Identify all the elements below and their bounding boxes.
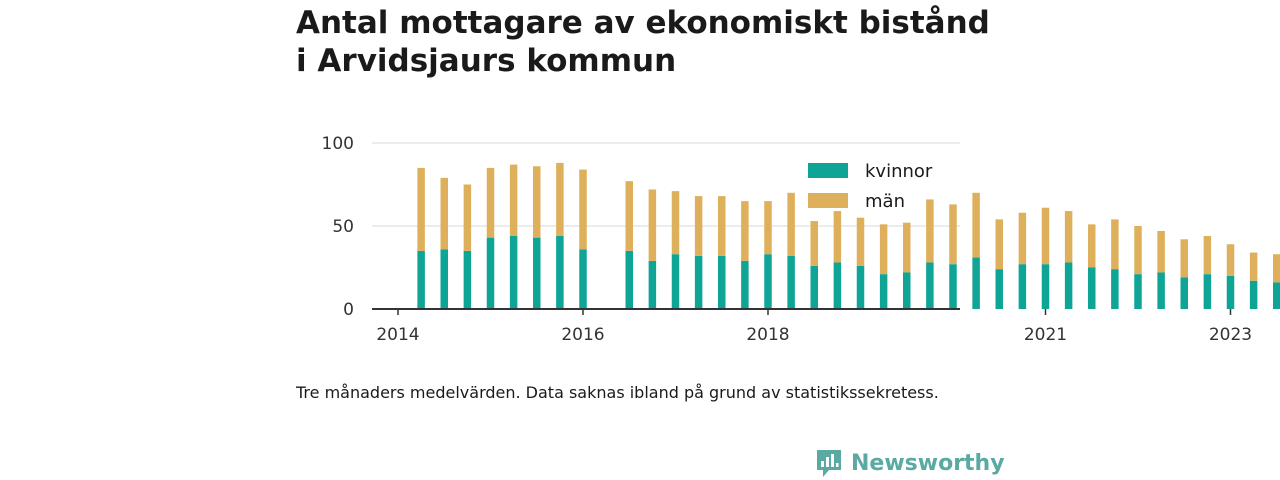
bar-kvinnor [949,264,957,309]
bar-kvinnor [718,255,726,309]
legend-swatch-kvinnor [808,163,848,178]
bar-man [833,211,842,263]
bar-kvinnor [1180,277,1188,309]
bar-kvinnor [440,249,448,309]
chart-title-line-2: i Arvidsjaurs kommun [296,43,677,79]
bar-man [417,167,425,251]
bar-kvinnor [671,254,680,309]
bar-man [1180,239,1188,278]
legend-label: kvinnor [865,161,933,182]
brand-logo[interactable]: Newsworthy [815,446,1005,480]
bar-kvinnor [417,250,425,309]
x-tick-label: 2023 [1209,325,1252,345]
bar-kvinnor [648,260,657,309]
bar-kvinnor [1203,274,1212,309]
legend-swatch-man [808,193,848,208]
bar-man [1249,252,1258,281]
bar-kvinnor [1064,262,1073,309]
bar-kvinnor [533,237,541,309]
grid-lines [372,142,960,227]
bar-man [1226,244,1235,276]
bar-kvinnor [509,235,518,309]
bar-man [486,167,495,238]
footnote: Tre månaders medelvärden. Data saknas ib… [296,383,939,402]
bar-kvinnor [625,250,633,309]
legend: kvinnor män [808,161,933,212]
bar-man [856,217,865,266]
bar-man [1203,235,1212,275]
bar-kvinnor [833,262,842,309]
bar-kvinnor [1088,267,1096,309]
bar-kvinnor [741,260,749,309]
bar-man [718,196,726,256]
bar-kvinnor [1157,272,1165,309]
axes: 050100201420162018202120232025 [322,134,1253,345]
bar-man [903,222,911,273]
bar-man [1088,224,1096,268]
bar-man [879,224,888,275]
bar-man [1273,254,1280,283]
bar-kvinnor [810,265,818,309]
bar-man [949,204,957,265]
bar-man [972,192,980,258]
bar-man [1111,219,1119,270]
bar-man [556,162,564,236]
legend-label: män [865,191,905,212]
bar-kvinnor [1041,264,1050,309]
bar-man [1018,212,1027,265]
bar-man [440,177,448,250]
bar-kvinnor [579,249,587,309]
bar-kvinnor [694,255,703,309]
bar-kvinnor [879,274,888,309]
bar-man [463,184,472,251]
bar-kvinnor [972,257,980,309]
bar-man [764,201,772,255]
bars [417,162,1280,309]
bar-kvinnor [995,269,1003,309]
bar-man [787,192,795,256]
bar-man [509,164,518,236]
bar-kvinnor [764,254,772,309]
bar-man [694,196,703,256]
y-tick-label: 0 [343,300,354,320]
bar-kvinnor [787,255,795,309]
chart-title-line-1: Antal mottagare av ekonomiskt bistånd [296,5,990,41]
bar-man [533,166,541,238]
bar-man [579,169,587,250]
y-tick-label: 50 [332,217,354,237]
bar-kvinnor [926,262,934,309]
x-tick-label: 2016 [561,325,604,345]
bar-kvinnor [856,265,865,309]
bar-kvinnor [903,272,911,309]
bar-man [926,199,934,263]
bar-man [671,191,680,255]
bar-kvinnor [1273,282,1280,309]
x-tick-label: 2018 [746,325,789,345]
bar-kvinnor [1018,264,1027,309]
bar-man [625,181,633,251]
bar-kvinnor [1111,269,1119,309]
chart-title: Antal mottagare av ekonomiskt bistånd i … [296,4,1016,80]
bar-man [1064,211,1073,263]
bar-man [648,189,657,261]
x-tick-label: 2014 [376,325,419,345]
bar-kvinnor [1226,275,1235,309]
bar-man [741,201,749,261]
bar-man [810,221,818,266]
x-tick-label: 2021 [1024,325,1067,345]
bar-man [1134,226,1142,275]
y-tick-label: 100 [322,134,354,154]
brand-name: Newsworthy [851,450,1005,476]
bar-kvinnor [556,235,564,309]
newsworthy-logo-icon [817,450,841,477]
bar-kvinnor [463,250,472,309]
bar-man [1041,207,1050,265]
bar-man [995,219,1003,270]
bar-kvinnor [1249,280,1258,309]
stacked-bar-chart: 050100201420162018202120232025 kvinnormä… [322,134,1280,345]
bar-kvinnor [1134,274,1142,309]
bar-man [1157,230,1165,273]
bar-kvinnor [486,237,495,309]
